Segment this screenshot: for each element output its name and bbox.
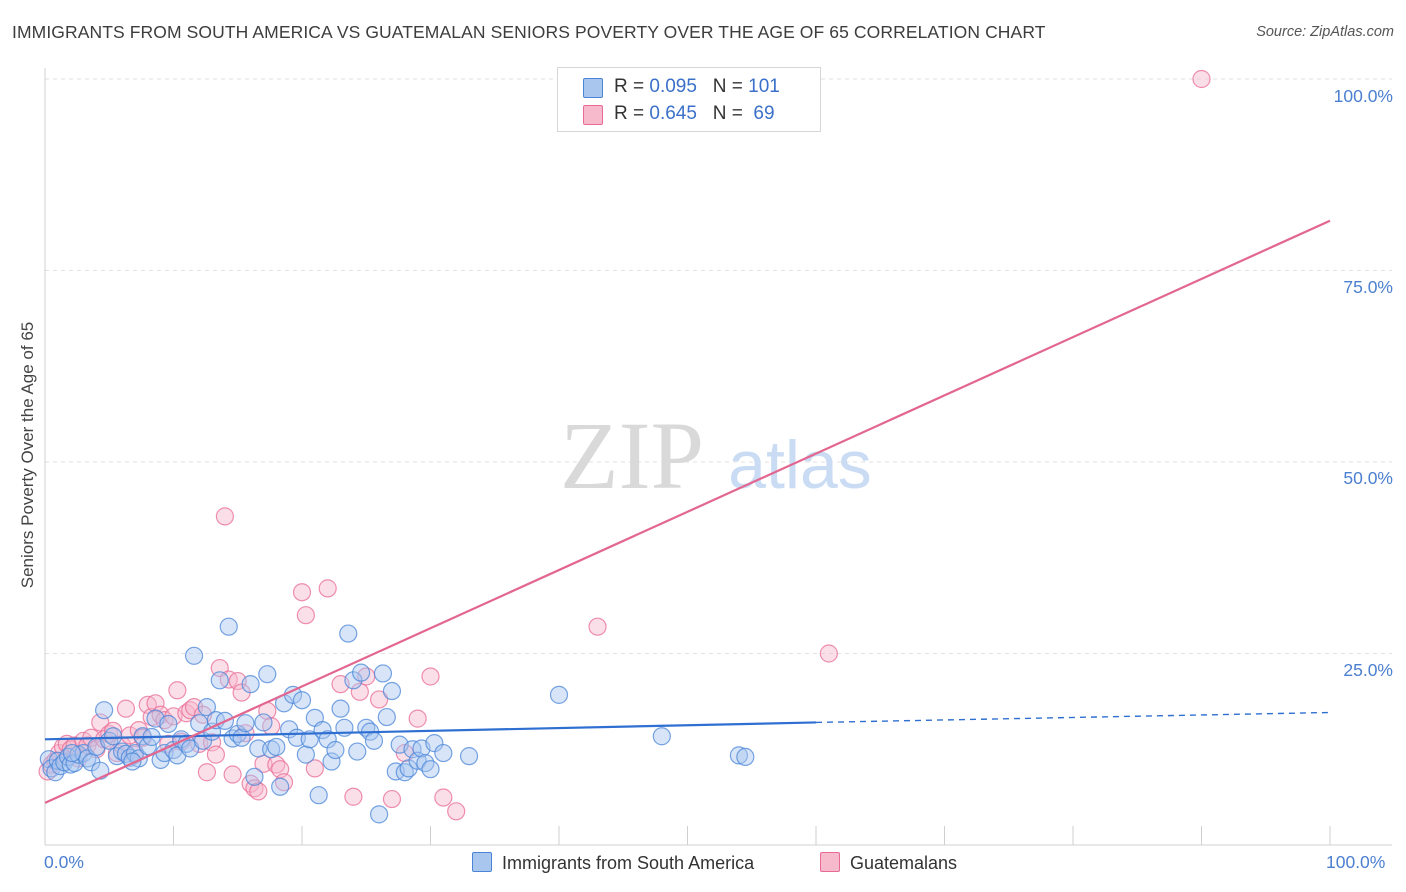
legend-bottom-swatch-blue (472, 852, 492, 872)
point-south-america (258, 665, 277, 684)
point-guatemalans (206, 745, 226, 764)
point-south-america (159, 714, 178, 734)
point-guatemalans (215, 507, 234, 526)
point-south-america (197, 698, 217, 717)
series-south-america-points (39, 617, 755, 824)
point-south-america (95, 701, 114, 720)
x-tick-label-100: 100.0% (1326, 852, 1386, 872)
point-guatemalans (1192, 69, 1211, 89)
point-guatemalans (819, 644, 838, 663)
correlation-legend: R = 0.095 N = 101 R = 0.645 N = 69 (557, 67, 821, 132)
point-south-america (241, 675, 260, 694)
trend-line-guatemalans (44, 219, 1331, 804)
trend-line-south-america-extension (815, 711, 1331, 724)
point-south-america (326, 740, 345, 760)
point-south-america (434, 743, 453, 763)
point-south-america (184, 646, 204, 665)
point-guatemalans (249, 782, 268, 801)
point-south-america (271, 777, 290, 796)
point-south-america (249, 739, 268, 758)
point-guatemalans (296, 606, 315, 625)
watermark: ZIP atlas (560, 402, 872, 509)
point-south-america (370, 805, 389, 824)
legend-label-south-america: Immigrants from South America (502, 853, 755, 873)
point-guatemalans (116, 699, 136, 718)
point-guatemalans (104, 721, 123, 740)
y-axis-label: Seniors Poverty Over the Age of 65 (18, 321, 37, 589)
chart-title: IMMIGRANTS FROM SOUTH AMERICA VS GUATEMA… (12, 22, 1046, 42)
r-value-guatemalans: 0.645 (649, 103, 697, 124)
point-south-america (292, 691, 312, 710)
point-south-america (382, 681, 402, 701)
point-south-america (729, 746, 749, 765)
point-south-america (219, 617, 238, 636)
watermark-zip: ZIP (560, 402, 704, 509)
point-south-america (421, 760, 440, 779)
legend-bottom-swatch-pink (820, 852, 840, 872)
point-south-america (377, 707, 396, 727)
n-value-south-america: 101 (748, 76, 780, 97)
point-south-america (352, 663, 371, 682)
point-guatemalans (588, 617, 607, 636)
point-guatemalans (223, 765, 242, 784)
point-guatemalans (197, 763, 217, 782)
point-south-america (459, 747, 479, 766)
point-south-america (210, 671, 229, 690)
legend-swatch-blue (583, 78, 603, 98)
point-south-america (309, 786, 328, 805)
point-south-america (736, 747, 755, 767)
point-south-america (62, 743, 82, 763)
point-south-america (331, 699, 350, 718)
point-south-america (373, 664, 393, 683)
point-south-america (652, 727, 671, 746)
r-value-south-america: 0.095 (649, 76, 697, 97)
point-south-america (300, 730, 319, 749)
point-guatemalans (434, 788, 453, 807)
point-south-america (236, 714, 255, 733)
point-guatemalans (146, 694, 165, 713)
trend-line-south-america (44, 721, 817, 741)
point-guatemalans (305, 759, 324, 778)
point-south-america (549, 685, 569, 704)
point-guatemalans (344, 787, 363, 806)
point-south-america (104, 727, 123, 746)
y-tick-label-100: 100.0% (1333, 86, 1393, 106)
point-south-america (364, 731, 384, 750)
point-guatemalans (168, 681, 187, 700)
point-south-america (232, 728, 251, 747)
y-tick-label-50: 50.0% (1343, 468, 1393, 488)
n-value-guatemalans: 69 (753, 103, 775, 124)
trend-lines (44, 219, 1331, 804)
gridlines (45, 78, 1392, 654)
legend-swatch-pink (583, 105, 603, 125)
point-guatemalans (318, 579, 337, 598)
legend-item-guatemalans: Guatemalans (820, 852, 957, 874)
legend-label-guatemalans: Guatemalans (850, 853, 958, 873)
point-guatemalans (350, 682, 369, 701)
point-guatemalans (370, 690, 389, 709)
axes (44, 68, 1392, 846)
point-south-america (425, 734, 444, 753)
point-guatemalans (292, 583, 312, 602)
point-guatemalans (421, 667, 440, 686)
point-south-america (296, 745, 315, 764)
point-guatemalans (382, 789, 402, 809)
point-south-america (344, 671, 363, 690)
point-south-america (322, 752, 341, 771)
point-guatemalans (408, 709, 427, 728)
point-south-america (245, 767, 264, 786)
source-credit: Source: ZipAtlas.com (1256, 24, 1394, 40)
point-south-america (254, 713, 273, 732)
point-guatemalans (447, 802, 466, 821)
point-south-america (348, 742, 367, 761)
x-tick-label-0: 0.0% (44, 852, 84, 872)
y-tick-label-25: 25.0% (1343, 660, 1393, 680)
legend-item-south-america: Immigrants from South America (472, 852, 754, 874)
point-south-america (339, 624, 358, 643)
point-south-america (267, 737, 286, 757)
y-tick-label-75: 75.0% (1343, 277, 1393, 297)
